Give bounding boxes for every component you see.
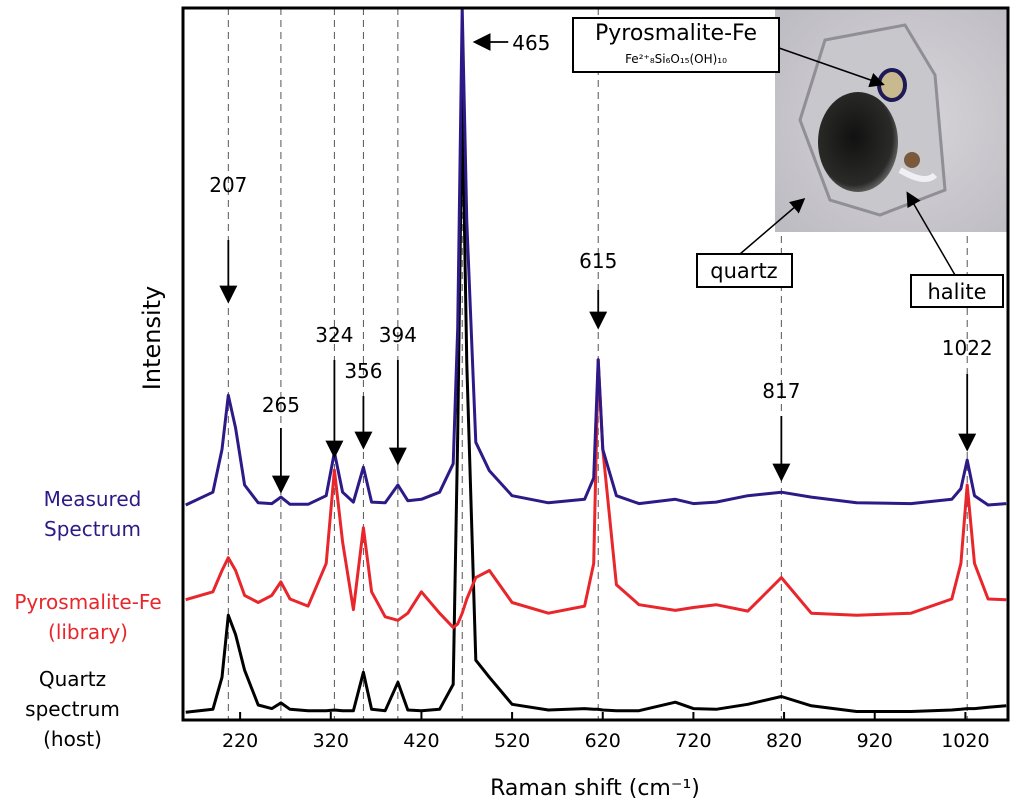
peak-label: 207: [209, 173, 247, 197]
spectrum-line: [185, 358, 1007, 629]
peak-label: 1022: [942, 336, 993, 360]
peak-label: 265: [262, 393, 300, 417]
quartz-label: quartz: [710, 259, 777, 283]
spectrum-line: [185, 8, 1007, 507]
halite-label: halite: [927, 280, 986, 304]
x-tick-label: 220: [222, 730, 258, 752]
halite-box: [910, 274, 1004, 308]
halite-arrow: [906, 191, 956, 276]
spectrum-line: [185, 93, 1007, 714]
plot-frame: [181, 6, 1010, 722]
inset-photo: [775, 8, 1008, 232]
peak-label: 817: [762, 379, 800, 403]
peak-label: 356: [344, 359, 382, 383]
x-tick-label: 420: [403, 730, 439, 752]
peak-label: 465: [512, 31, 550, 55]
mineral-box: [572, 17, 780, 73]
y-axis-label: Intensity: [138, 286, 166, 390]
mineral-name: Pyrosmalite-Fe: [595, 21, 757, 46]
x-tick-label: 920: [857, 730, 893, 752]
legend-entry: Measured Spectrum: [43, 487, 142, 541]
legend-entry: Pyrosmalite-Fe (library): [14, 590, 162, 644]
x-axis-label: Raman shift (cm⁻¹): [490, 776, 700, 801]
quartz-arrow: [739, 198, 806, 255]
mineral-formula: Fe²⁺₈Si₆O₁₅(OH)₁₀: [625, 52, 727, 66]
x-tick-label: 520: [494, 730, 530, 752]
mineral-arrow: [778, 47, 885, 88]
peak-label: 394: [379, 323, 417, 347]
x-tick-label: 620: [585, 730, 621, 752]
peak-label: 324: [315, 323, 353, 347]
quartz-box: [696, 253, 793, 288]
legend-entry: Quartz spectrum (host): [25, 667, 120, 751]
peak-label: 615: [579, 249, 617, 273]
x-tick-label: 720: [675, 730, 711, 752]
x-tick-label: 820: [766, 730, 802, 752]
x-tick-label: 1020: [941, 730, 989, 752]
x-tick-label: 320: [313, 730, 349, 752]
